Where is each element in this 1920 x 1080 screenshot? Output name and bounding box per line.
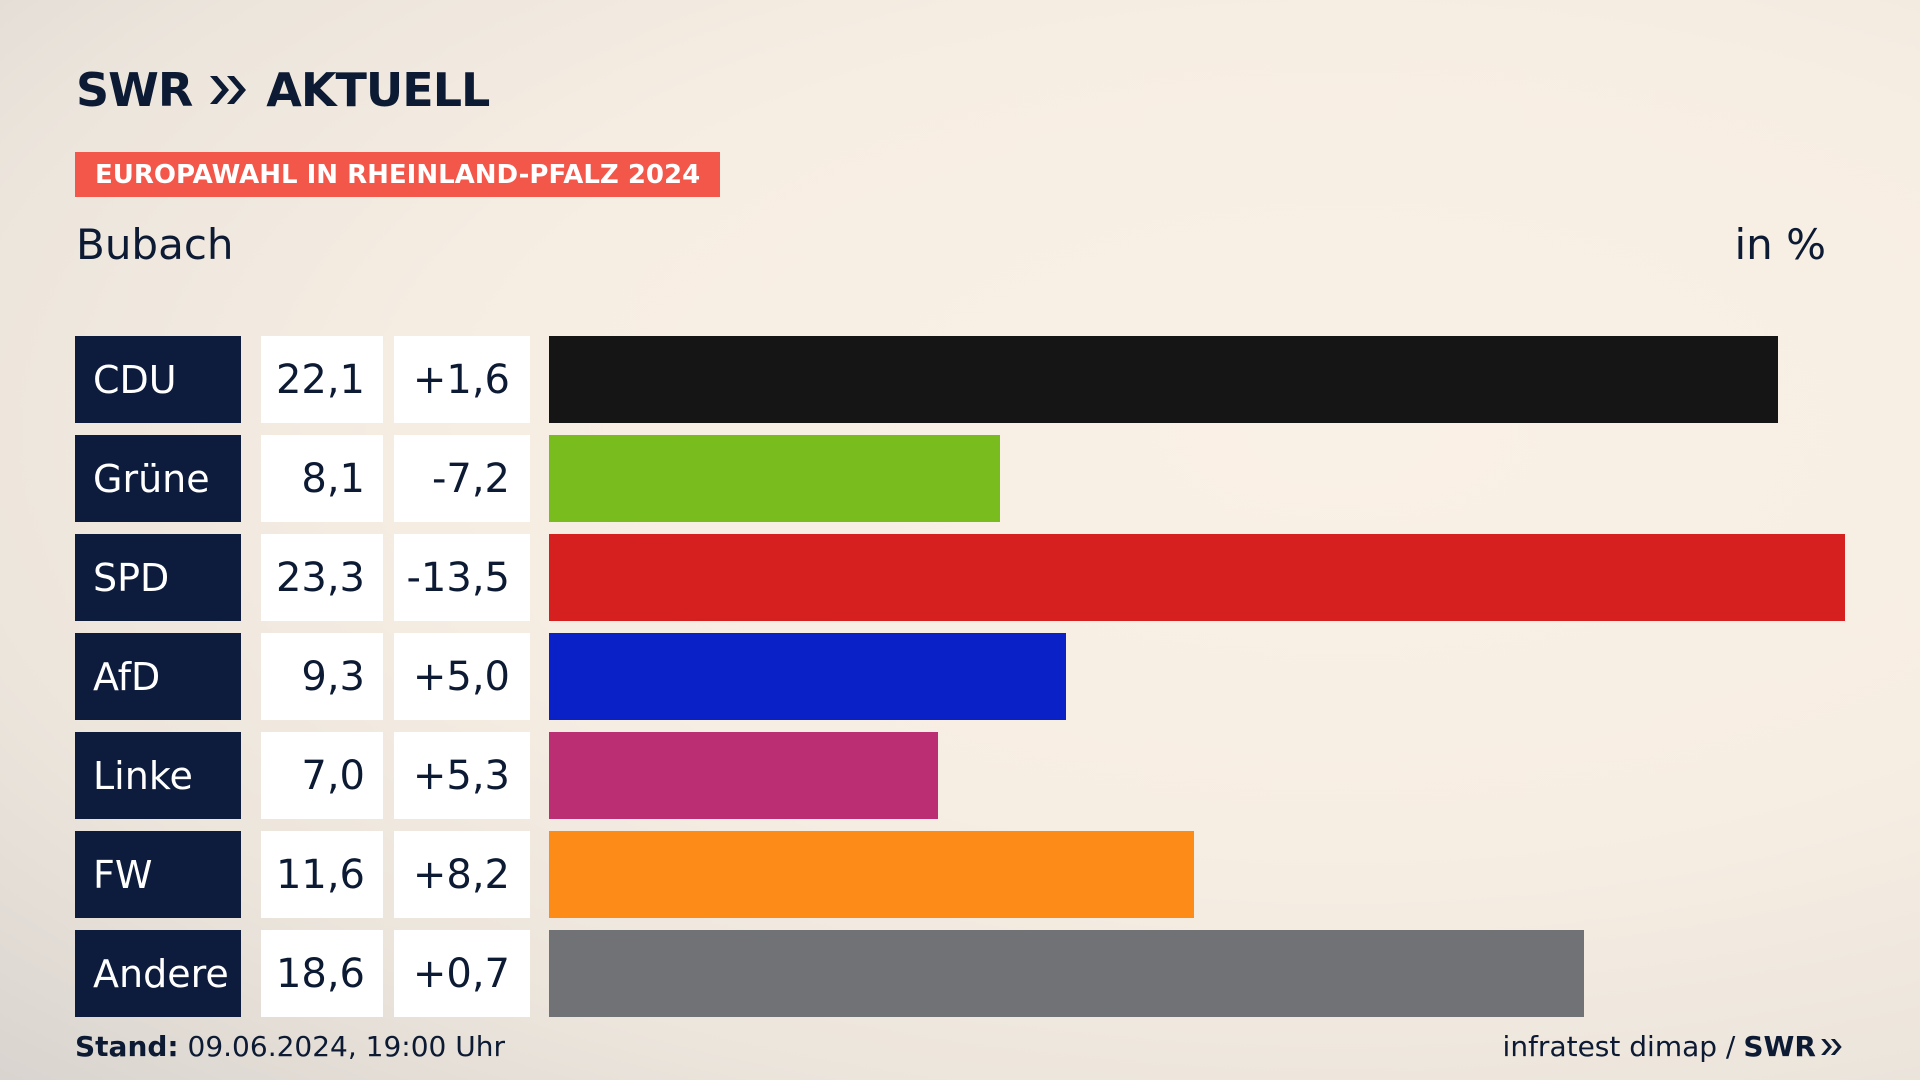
change-label: +5,0 (394, 633, 530, 720)
stand-label: Stand: (75, 1030, 179, 1063)
change-label: +0,7 (394, 930, 530, 1017)
vote-share-label: 8,1 (261, 435, 383, 522)
result-row: Grüne 8,1 -7,2 (75, 435, 1845, 522)
party-label: SPD (75, 534, 241, 621)
result-row: FW 11,6 +8,2 (75, 831, 1845, 918)
change-label: -7,2 (394, 435, 530, 522)
result-bar (549, 930, 1584, 1017)
result-bar (549, 633, 1066, 720)
election-badge: EUROPAWAHL IN RHEINLAND-PFALZ 2024 (75, 152, 721, 197)
source-credit: infratest dimap / SWR (1503, 1030, 1844, 1063)
result-row: CDU 22,1 +1,6 (75, 336, 1845, 423)
result-row: AfD 9,3 +5,0 (75, 633, 1845, 720)
result-row: Linke 7,0 +5,3 (75, 732, 1845, 819)
swr-aktuell-logo: SWR AKTUELL (76, 63, 490, 117)
vote-share-label: 9,3 (261, 633, 383, 720)
result-bar (549, 336, 1778, 423)
chevrons-icon (210, 76, 247, 104)
result-row: Andere 18,6 +0,7 (75, 930, 1845, 1017)
vote-share-label: 11,6 (261, 831, 383, 918)
result-bar (549, 831, 1194, 918)
party-label: Linke (75, 732, 241, 819)
party-label: AfD (75, 633, 241, 720)
vote-share-label: 22,1 (261, 336, 383, 423)
vote-share-label: 7,0 (261, 732, 383, 819)
change-label: -13,5 (394, 534, 530, 621)
unit-label: in % (1734, 220, 1826, 269)
footer-brand-text: SWR (1743, 1030, 1816, 1063)
party-label: CDU (75, 336, 241, 423)
party-label: Grüne (75, 435, 241, 522)
result-bar (549, 732, 938, 819)
vote-share-label: 23,3 (261, 534, 383, 621)
result-bar (549, 534, 1845, 621)
change-label: +1,6 (394, 336, 530, 423)
party-label: Andere (75, 930, 241, 1017)
vote-share-label: 18,6 (261, 930, 383, 1017)
chevrons-icon (1821, 1038, 1842, 1055)
party-label: FW (75, 831, 241, 918)
change-label: +5,3 (394, 732, 530, 819)
source-text: infratest dimap / (1502, 1030, 1736, 1063)
result-row: SPD 23,3 -13,5 (75, 534, 1845, 621)
logo-aktuell-text: AKTUELL (266, 63, 490, 117)
stand-value: 09.06.2024, 19:00 Uhr (187, 1030, 505, 1063)
change-label: +8,2 (394, 831, 530, 918)
result-bar (549, 435, 1000, 522)
region-title: Bubach (76, 220, 234, 269)
timestamp: Stand: 09.06.2024, 19:00 Uhr (75, 1030, 505, 1063)
logo-swr-text: SWR (76, 63, 193, 117)
footer-brand: SWR (1743, 1030, 1844, 1063)
